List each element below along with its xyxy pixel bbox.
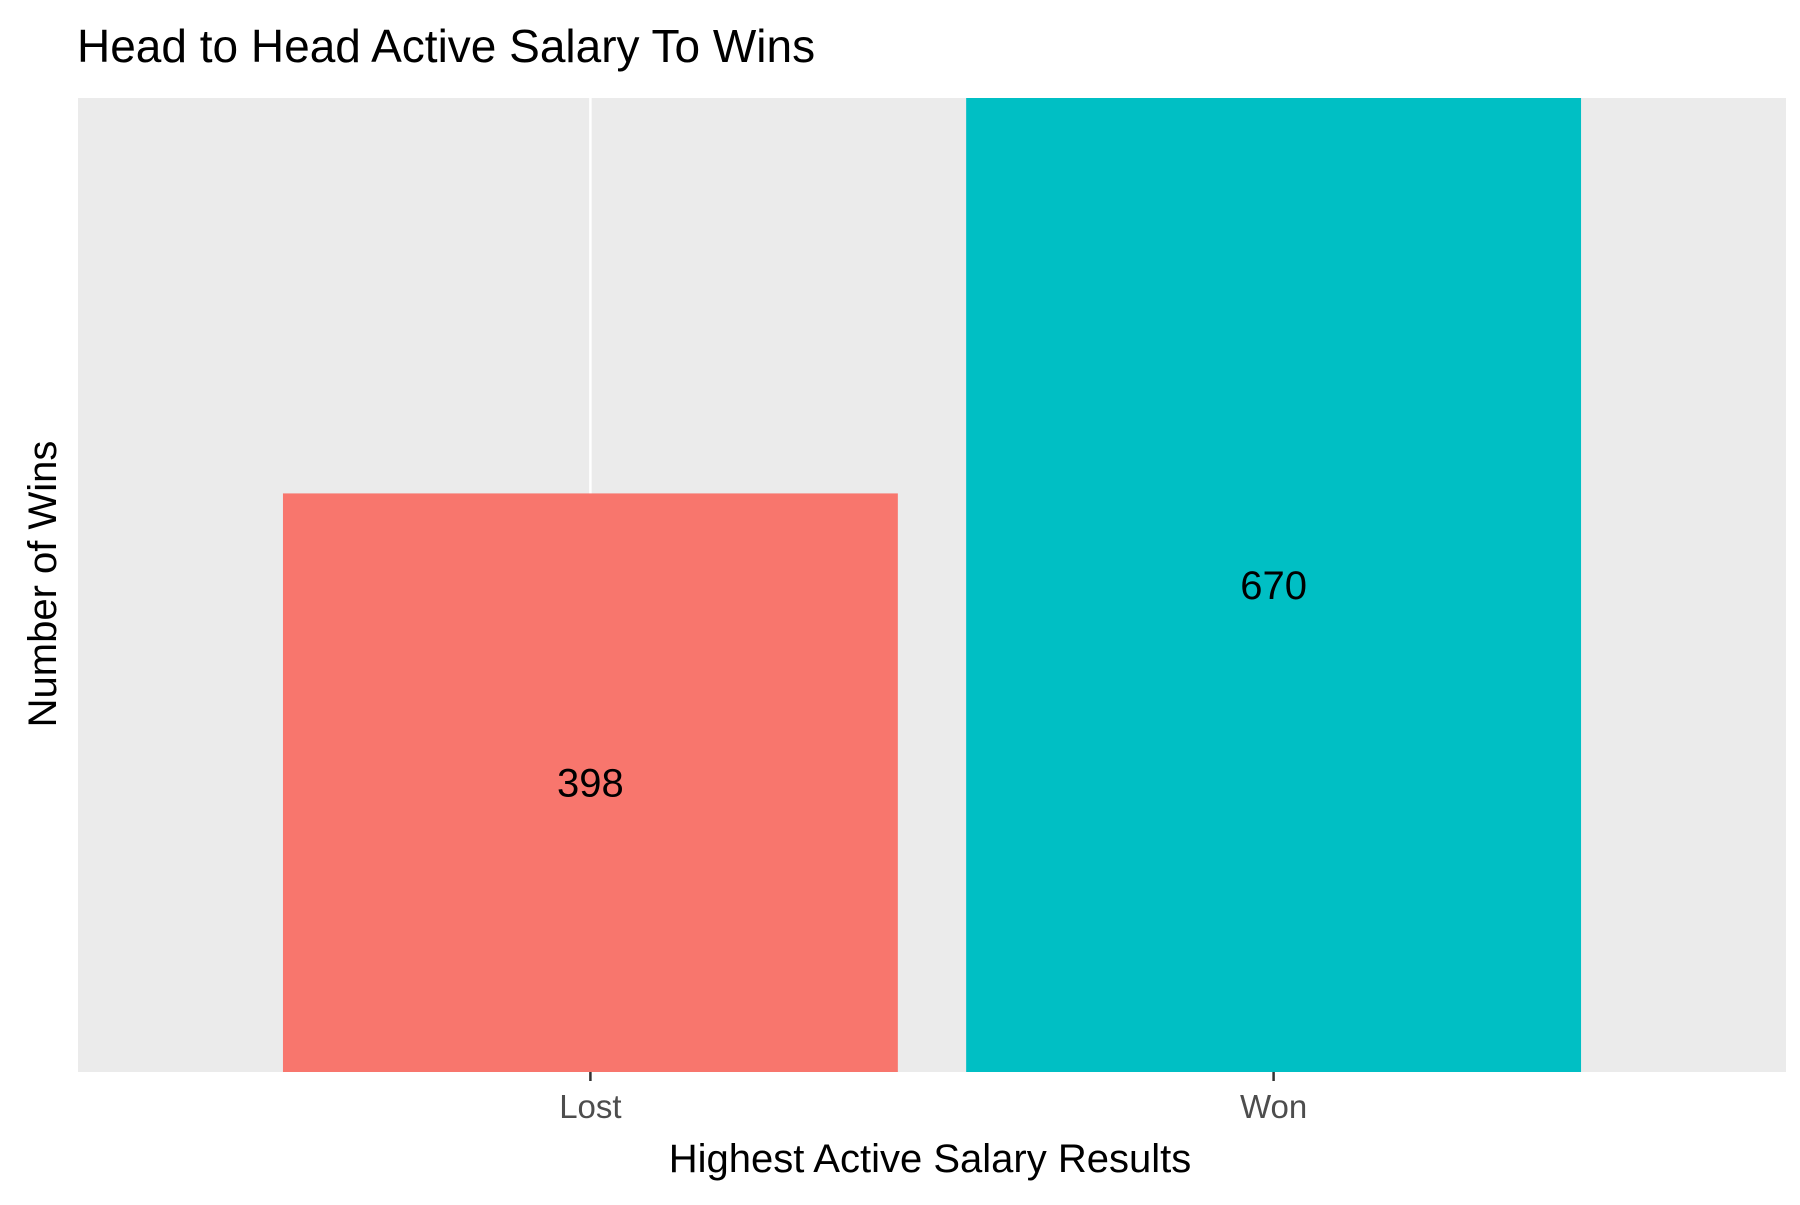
data-label-won: 670: [1240, 564, 1307, 608]
x-tick-label-lost: Lost: [559, 1088, 621, 1125]
bar-won: [966, 98, 1582, 1072]
bar-lost: [282, 493, 898, 1072]
x-axis-title: Highest Active Salary Results: [669, 1137, 1191, 1181]
data-labels: 398 670: [557, 564, 1307, 806]
chart-title: Head to Head Active Salary To Wins: [77, 20, 815, 72]
x-tick-label-won: Won: [1240, 1088, 1307, 1125]
bars: [282, 98, 1582, 1072]
data-label-lost: 398: [557, 762, 624, 806]
x-axis-ticks: Lost Won: [559, 1072, 1307, 1125]
y-axis-title: Number of Wins: [21, 441, 65, 728]
